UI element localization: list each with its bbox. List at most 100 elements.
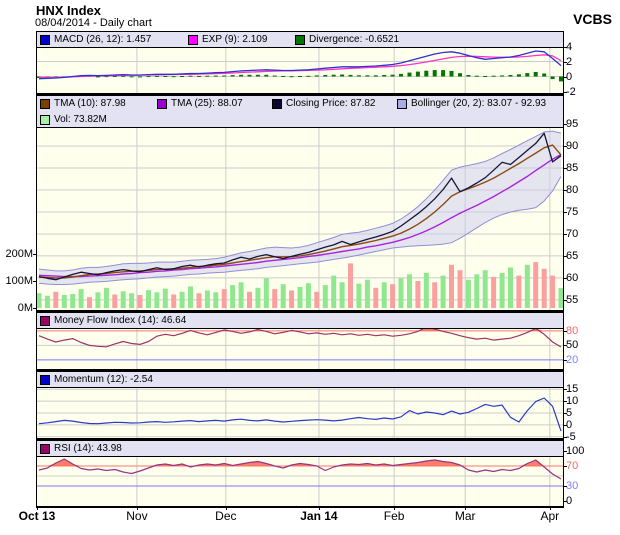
x-axis-tick xyxy=(465,506,467,510)
divergence-histogram-bar xyxy=(424,70,429,77)
macd-swatch-icon xyxy=(40,34,50,45)
volume-bar xyxy=(297,286,303,308)
volume-bar xyxy=(171,294,177,308)
volume-bar xyxy=(162,288,168,308)
divergence-histogram-bar xyxy=(356,75,361,77)
legend-item-macd-0-1: EXP (9): 2.109 xyxy=(188,32,267,47)
volume-bar xyxy=(305,283,311,308)
divergence-histogram-bar xyxy=(382,75,387,77)
volume-bar xyxy=(280,284,286,308)
volume-bar xyxy=(465,279,471,309)
divergence-histogram-bar xyxy=(550,76,555,80)
volume-bar xyxy=(331,275,337,308)
volume-axis-tick xyxy=(33,308,36,309)
legend-label: Money Flow Index (14): 46.64 xyxy=(54,315,187,326)
mfi-plot-svg xyxy=(37,329,563,369)
volume-bar xyxy=(508,267,513,308)
tma25-swatch-icon xyxy=(157,98,167,109)
y-axis-tick xyxy=(564,401,567,403)
mfi-line-overbought-fill xyxy=(39,329,561,331)
legend-label: TMA (10): 87.98 xyxy=(54,98,126,109)
y-axis-tick xyxy=(564,211,567,213)
mfi-line xyxy=(38,329,562,348)
y-axis-tick-label: 15 xyxy=(566,383,579,396)
y-axis-tick xyxy=(564,424,567,426)
volume-bar xyxy=(230,285,236,309)
divergence-histogram-bar xyxy=(331,74,336,77)
y-axis-tick xyxy=(564,299,567,301)
rsi-plot-svg xyxy=(37,457,563,506)
y-axis-tick-label: 80 xyxy=(566,324,579,337)
y-axis-tick xyxy=(564,255,567,257)
divergence-histogram-bar xyxy=(415,71,420,77)
bollinger-band-lower xyxy=(38,176,562,285)
y-axis-tick-label: 80 xyxy=(566,183,579,196)
volume-bar xyxy=(272,289,278,308)
momentum-legend: Momentum (12): -2.54 xyxy=(36,372,564,388)
volume-bar xyxy=(221,289,227,308)
closing-price-line xyxy=(38,132,562,281)
volume-bar xyxy=(37,293,42,309)
y-axis-tick xyxy=(564,168,567,169)
y-axis-tick-label: 75 xyxy=(566,205,579,218)
divergence-histogram-bar xyxy=(542,73,547,77)
y-axis-tick-label: 4 xyxy=(566,40,573,53)
mfi-legend: Money Flow Index (14): 46.64 xyxy=(36,313,564,329)
divergence-histogram-bar xyxy=(491,75,496,77)
x-axis-tick xyxy=(549,506,551,510)
divergence-histogram-bar xyxy=(146,76,151,78)
legend-label: Closing Price: 87.82 xyxy=(286,98,376,109)
volume-bar xyxy=(356,283,362,308)
rsi-line-overbought-fill xyxy=(39,459,561,466)
legend-item-price-0-0: TMA (10): 87.98 xyxy=(40,96,126,111)
x-axis-tick xyxy=(225,506,227,510)
volume-bar xyxy=(491,276,497,308)
volume-bar xyxy=(550,275,556,308)
divergence-histogram-bar xyxy=(121,75,126,77)
legend-label: EXP (9): 2.109 xyxy=(202,34,268,45)
volume-bar xyxy=(289,290,295,308)
macd-plot xyxy=(36,48,564,93)
legend-item-price-0-1: TMA (25): 88.07 xyxy=(157,96,243,111)
panel-top-border xyxy=(36,31,564,32)
volume-axis-tick-label: 100M xyxy=(5,275,33,287)
divergence-histogram-bar xyxy=(138,76,142,78)
y-axis-tick xyxy=(564,277,567,279)
volume-bar xyxy=(87,297,92,308)
legend-item-price-0-2: Closing Price: 87.82 xyxy=(272,96,376,111)
volume-bar xyxy=(381,282,387,308)
volume-bar xyxy=(533,262,539,308)
divergence-histogram-bar xyxy=(323,75,328,77)
y-axis-tick xyxy=(564,486,567,487)
y-axis-tick-label: 2 xyxy=(566,55,573,68)
y-axis-tick-label: 0 xyxy=(566,495,573,507)
legend-label: TMA (25): 88.07 xyxy=(171,98,243,109)
divergence-histogram-bar xyxy=(441,70,446,77)
volume-bar xyxy=(314,291,320,308)
panel-separator xyxy=(36,369,564,372)
y-axis-tick-label: 50 xyxy=(566,339,579,352)
volume-bar xyxy=(373,287,379,309)
legend-item-price-0-3: Bollinger (20, 2): 83.07 - 92.93 xyxy=(397,96,546,111)
rsi-swatch-icon xyxy=(40,443,50,454)
divergence-histogram-bar xyxy=(348,74,353,77)
rsi-plot xyxy=(36,457,564,506)
divergence-histogram-bar xyxy=(180,76,185,77)
volume-bar xyxy=(204,290,210,308)
y-axis-tick xyxy=(564,46,567,48)
volume-axis-tick-label: 200M xyxy=(5,248,33,260)
divergence-histogram-bar xyxy=(239,74,244,77)
divergence-histogram-bar xyxy=(171,76,176,78)
volume-bar xyxy=(70,294,76,308)
volume-bar xyxy=(415,281,421,308)
y-axis-tick-label: 20 xyxy=(566,353,579,366)
tma10-swatch-icon xyxy=(40,98,50,109)
volume-bar xyxy=(154,292,160,308)
y-axis-tick-label: 65 xyxy=(566,249,579,262)
volume-bar xyxy=(516,275,522,308)
divergence-histogram xyxy=(37,70,563,82)
volume-axis-tick xyxy=(33,281,36,282)
chart-date-subtitle: 08/04/2014 - Daily chart xyxy=(35,17,152,29)
divergence-histogram-bar xyxy=(407,72,412,77)
